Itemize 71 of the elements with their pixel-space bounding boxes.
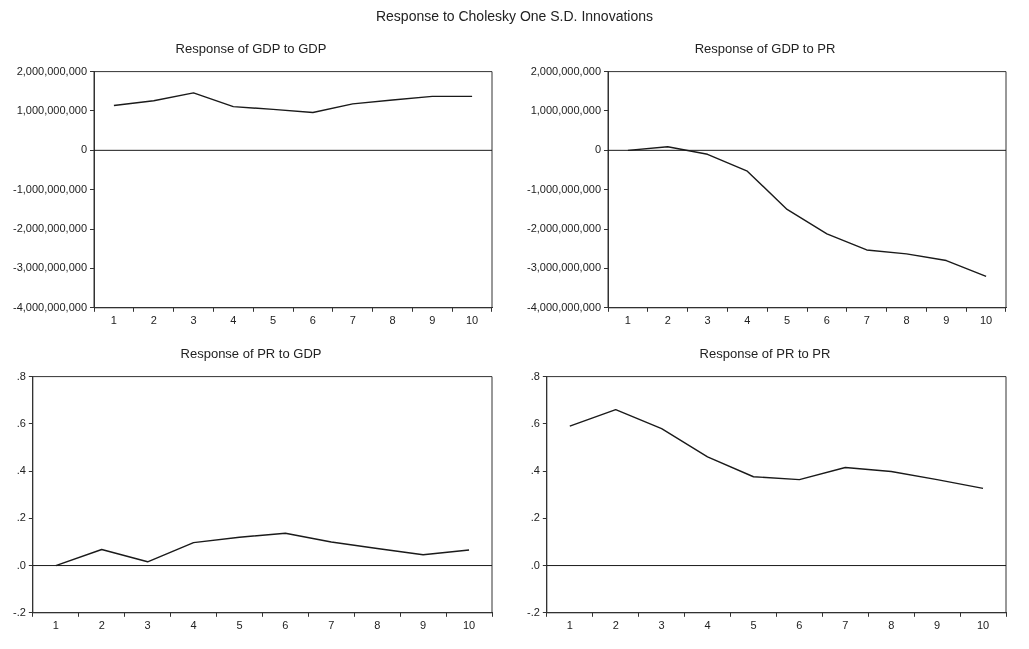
y-tick-label: 1,000,000,000 <box>530 104 602 116</box>
y-tick-label: -2,000,000,000 <box>526 222 602 235</box>
y-tick-label: .4 <box>16 464 26 477</box>
x-tick-label: 10 <box>979 314 993 327</box>
chart-title: Response of PR to GDP <box>180 346 322 362</box>
chart-subtitle: Response of GDP to GDP <box>175 41 327 57</box>
x-tick-label: 5 <box>270 314 277 327</box>
x-tick-label: 1 <box>110 314 117 327</box>
y-tick-label: .2 <box>16 511 26 524</box>
x-tick-label: 5 <box>236 619 243 632</box>
x-tick-label: 2 <box>98 619 105 632</box>
x-tick-label: 8 <box>389 314 396 327</box>
x-tick-label: 10 <box>465 314 479 327</box>
y-tick-label: -3,000,000,000 <box>12 261 88 274</box>
x-tick-label: 6 <box>309 314 316 327</box>
x-tick-label: 2 <box>150 314 157 327</box>
chart-title: Response to Cholesky One S.D. Innovations <box>374 7 654 26</box>
y-tick-label: -1,000,000,000 <box>12 182 88 195</box>
x-tick-label: 4 <box>704 619 711 632</box>
y-tick-label: 0 <box>80 143 88 156</box>
x-tick-label: 10 <box>976 619 990 632</box>
x-tick-label: 1 <box>624 314 631 327</box>
x-tick-label: 9 <box>943 314 950 327</box>
x-tick-label: 4 <box>230 314 237 327</box>
y-tick-label: .0 <box>16 558 26 571</box>
y-tick-label: 2,000,000,000 <box>16 64 88 77</box>
x-tick-label: 3 <box>144 619 151 632</box>
y-tick-label: .4 <box>530 464 540 477</box>
y-tick-label: -1,000,000,000 <box>526 182 602 195</box>
x-tick-label: 1 <box>52 619 59 632</box>
chart-title: Response of GDP to PR <box>694 41 836 57</box>
y-tick-label: -2,000,000,000 <box>12 222 88 235</box>
chart-title: Response of PR to PR <box>699 346 831 362</box>
x-tick-label: 3 <box>190 314 197 327</box>
x-tick-label: 7 <box>863 314 870 327</box>
y-tick-label: .8 <box>530 369 540 382</box>
x-tick-label: 10 <box>462 619 476 632</box>
y-tick-label: -4,000,000,000 <box>12 300 88 313</box>
y-tick-label: .6 <box>530 416 540 429</box>
x-tick-label: 9 <box>429 314 436 327</box>
x-tick-label: 2 <box>664 314 671 327</box>
x-tick-label: 6 <box>282 619 289 632</box>
x-tick-label: 5 <box>784 314 791 327</box>
x-tick-label: 1 <box>566 619 573 632</box>
y-tick-label: .2 <box>530 511 540 524</box>
y-tick-label: -.2 <box>12 605 26 618</box>
x-tick-label: 8 <box>374 619 381 632</box>
x-tick-label: 9 <box>934 619 941 632</box>
x-tick-label: 3 <box>658 619 665 632</box>
x-tick-label: 5 <box>750 619 757 632</box>
y-tick-label: .8 <box>16 369 26 382</box>
y-tick-label: 0 <box>594 143 602 156</box>
y-tick-label: 2,000,000,000 <box>530 64 602 77</box>
x-tick-label: 4 <box>744 314 751 327</box>
x-tick-label: 3 <box>704 314 711 327</box>
y-tick-label: -.2 <box>526 605 540 618</box>
x-tick-label: 8 <box>888 619 895 632</box>
x-tick-label: 7 <box>842 619 849 632</box>
x-tick-label: 6 <box>823 314 830 327</box>
x-tick-label: 9 <box>420 619 427 632</box>
x-tick-label: 7 <box>349 314 356 327</box>
x-tick-label: 8 <box>903 314 910 327</box>
x-tick-label: 2 <box>612 619 619 632</box>
y-tick-label: -3,000,000,000 <box>526 261 602 274</box>
x-tick-label: 6 <box>796 619 803 632</box>
y-tick-label: 1,000,000,000 <box>16 104 88 116</box>
y-tick-label: .0 <box>530 558 540 571</box>
x-tick-label: 4 <box>190 619 197 632</box>
y-tick-label: -4,000,000,000 <box>526 300 602 313</box>
x-tick-label: 7 <box>328 619 335 632</box>
y-tick-label: .6 <box>16 416 26 429</box>
